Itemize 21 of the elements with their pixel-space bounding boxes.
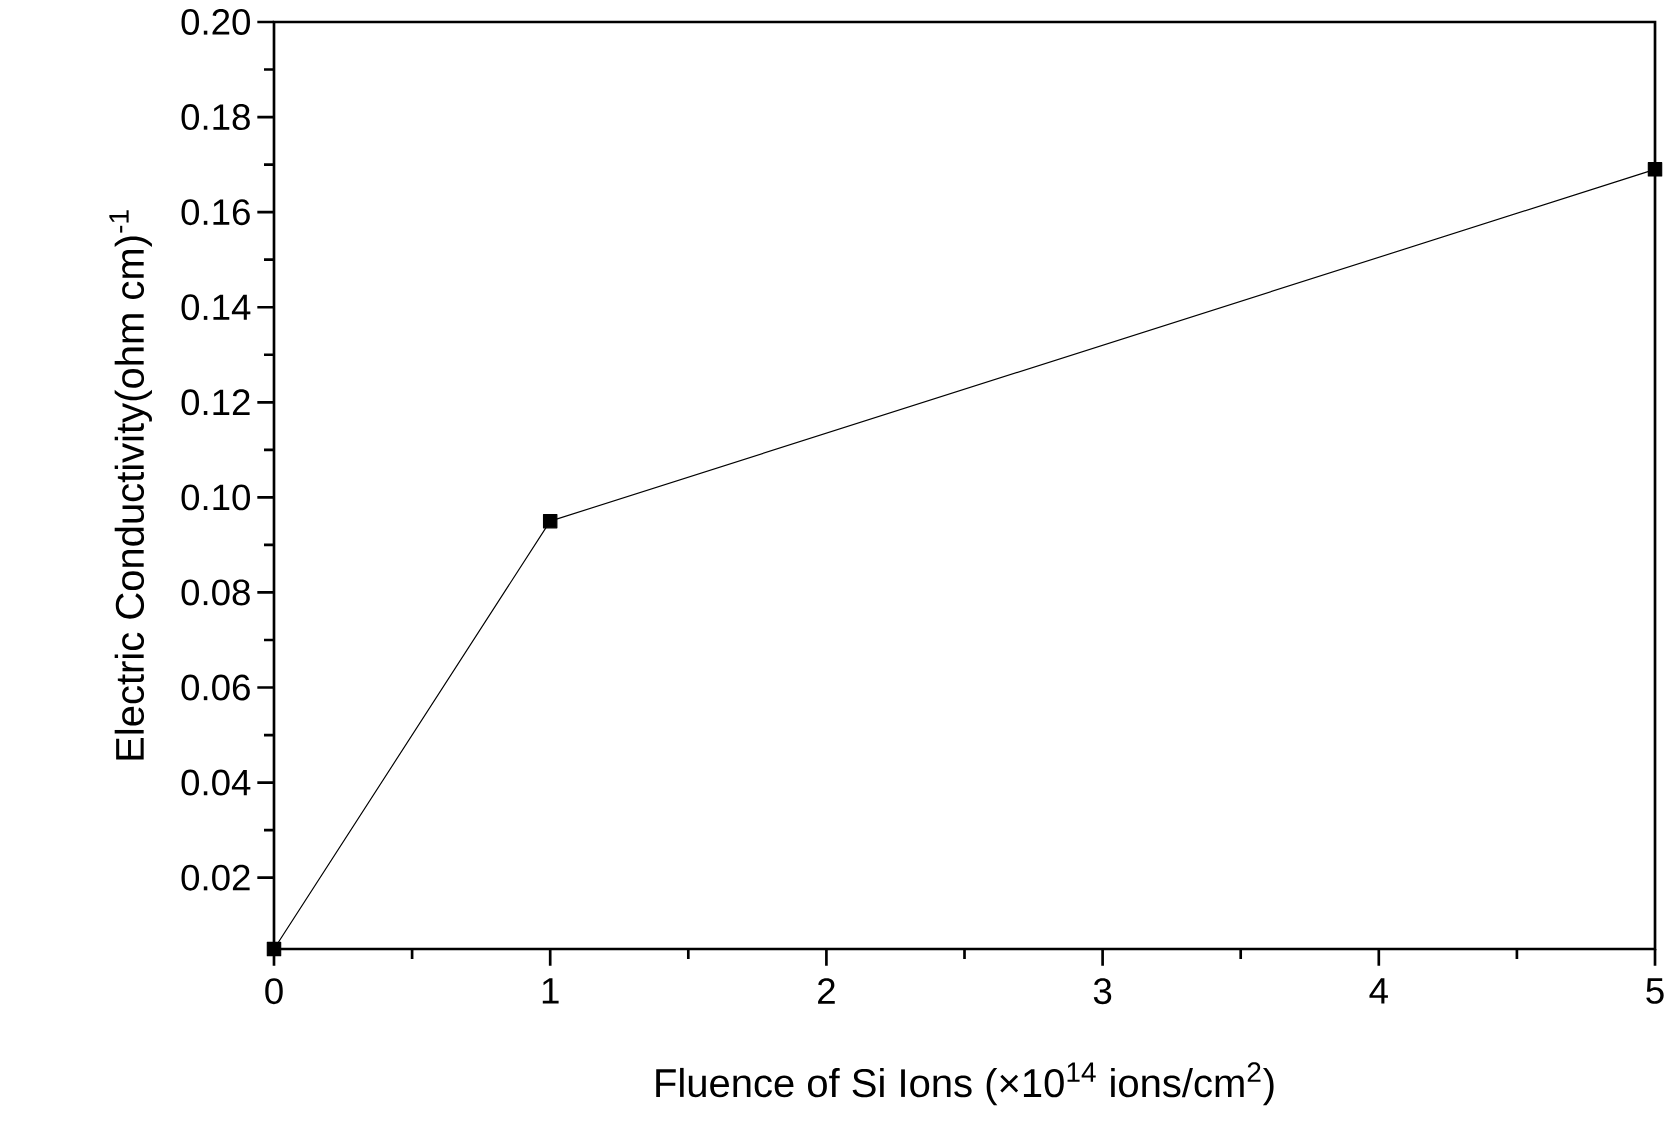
x-tick-label: 4 bbox=[1369, 978, 1388, 1004]
y-tick-label: 0.20 bbox=[181, 9, 250, 35]
y-tick-label: 0.02 bbox=[181, 864, 250, 891]
x-tick-label: 0 bbox=[265, 978, 283, 1005]
y-tick-label: 0.16 bbox=[181, 199, 250, 226]
x-axis-title: Fluence of Si Ions (×10$^{14}$ ions/cm$^{2}$) bbox=[656, 1062, 1274, 1106]
point bbox=[542, 513, 558, 529]
y-tick-label: 0.06 bbox=[181, 674, 250, 701]
x-tick-label: 5 bbox=[1646, 978, 1664, 1004]
point bbox=[266, 941, 282, 957]
point bbox=[1647, 162, 1663, 177]
y-tick-label: 0.12 bbox=[181, 389, 250, 416]
y-axis-title: Electric Conductivity(ohm cm)$^{-1}$ bbox=[109, 210, 152, 760]
x-tick-label: 3 bbox=[1093, 978, 1112, 1005]
y-tick-label: 0.18 bbox=[181, 104, 250, 131]
x-tick-label: 1 bbox=[542, 978, 559, 1004]
x-tick-label: 2 bbox=[818, 978, 835, 1004]
y-tick-label: 0.04 bbox=[181, 769, 251, 796]
y-tick-label: 0.10 bbox=[181, 484, 250, 511]
y-tick-label: 0.08 bbox=[181, 579, 250, 606]
y-tick-label: 0.14 bbox=[181, 294, 251, 321]
